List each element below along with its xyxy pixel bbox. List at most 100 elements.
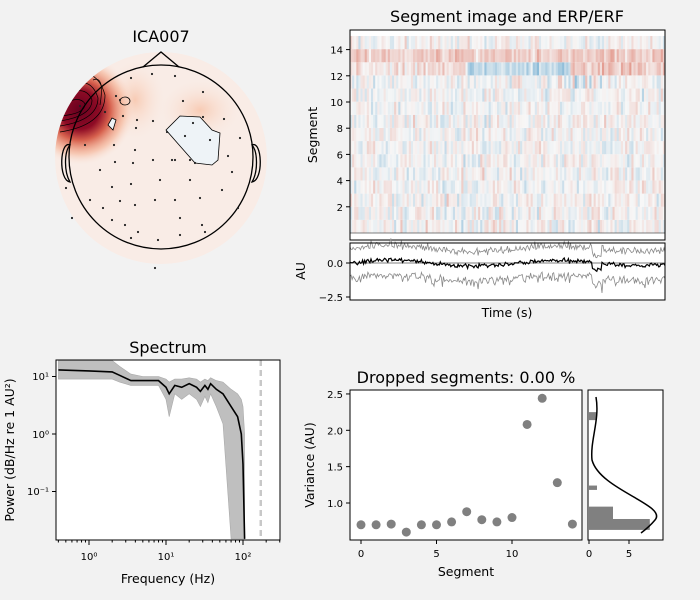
- image-cell: [427, 141, 431, 155]
- image-cell: [497, 141, 500, 155]
- image-cell: [465, 36, 468, 50]
- image-cell: [526, 219, 529, 233]
- image-cell: [425, 88, 428, 102]
- sensor-dot: [183, 134, 187, 138]
- image-cell: [602, 206, 605, 220]
- image-cell: [438, 219, 441, 233]
- image-cell: [494, 141, 498, 155]
- image-cell: [639, 141, 643, 155]
- image-cell: [444, 219, 447, 233]
- image-cell: [539, 206, 542, 220]
- image-cell: [587, 180, 590, 194]
- variance-ytick-label: 2.5: [327, 390, 343, 401]
- image-cell: [541, 141, 544, 155]
- image-cell: [436, 180, 439, 194]
- image-cell: [511, 75, 515, 89]
- image-cell: [551, 141, 554, 155]
- image-cell: [528, 206, 531, 220]
- image-cell: [604, 49, 607, 63]
- image-cell: [461, 206, 464, 220]
- image-cell: [614, 114, 617, 128]
- image-cell: [440, 127, 443, 142]
- spectrum-ytick: 10¹: [32, 372, 49, 383]
- image-cell: [591, 114, 594, 128]
- image-cell: [400, 193, 403, 207]
- image-cell: [499, 127, 502, 142]
- image-cell: [566, 193, 569, 207]
- image-cell: [360, 206, 363, 220]
- image-cell: [434, 49, 437, 63]
- image-cell: [402, 127, 405, 142]
- image-cell: [368, 141, 372, 155]
- image-cell: [381, 193, 384, 207]
- image-cell: [415, 180, 418, 194]
- image-cell: [608, 167, 611, 181]
- image-cell: [350, 206, 353, 220]
- image-cell: [513, 154, 517, 168]
- variance-xtick-label: 0: [358, 549, 364, 560]
- image-cell: [431, 101, 435, 115]
- image-cell: [511, 206, 515, 220]
- image-cell: [539, 219, 542, 233]
- image-cell: [610, 141, 613, 155]
- image-cell: [660, 180, 664, 194]
- image-cell: [438, 127, 441, 142]
- image-cell: [631, 62, 634, 76]
- image-cell: [389, 167, 393, 181]
- image-cell: [368, 88, 372, 102]
- image-cell: [536, 180, 540, 194]
- image-cell: [465, 141, 468, 155]
- image-cell: [465, 167, 468, 181]
- image-cell: [551, 193, 554, 207]
- image-cell: [629, 36, 632, 50]
- image-cell: [623, 88, 626, 102]
- image-cell: [658, 36, 662, 50]
- image-cell: [564, 88, 567, 102]
- image-cell: [417, 36, 420, 50]
- image-cell: [419, 36, 422, 50]
- image-cell: [539, 75, 542, 89]
- image-cell: [482, 114, 485, 128]
- image-cell: [494, 36, 498, 50]
- image-cell: [534, 62, 538, 76]
- image-cell: [547, 141, 550, 155]
- image-cell: [551, 114, 554, 128]
- image-cell: [560, 141, 563, 155]
- image-cell: [427, 49, 431, 63]
- image-cell: [396, 75, 399, 89]
- image-cell: [503, 36, 506, 50]
- image-cell: [522, 75, 525, 89]
- image-cell: [410, 127, 414, 142]
- image-cell: [627, 127, 630, 142]
- image-cell: [637, 167, 641, 181]
- image-cell: [389, 127, 393, 142]
- image-cell: [425, 75, 428, 89]
- image-cell: [564, 193, 567, 207]
- image-cell: [597, 193, 601, 207]
- image-cell: [482, 127, 485, 142]
- spectrum-xtick: 10¹: [158, 552, 175, 563]
- image-cell: [560, 206, 563, 220]
- sensor-dot: [151, 158, 155, 162]
- image-cell: [568, 141, 571, 155]
- image-cell: [480, 75, 483, 89]
- image-cell: [620, 49, 624, 63]
- topomap-panel: ICA007: [55, 27, 267, 270]
- image-cell: [362, 167, 365, 181]
- image-cell: [549, 88, 552, 102]
- image-cell: [595, 101, 599, 115]
- image-cell: [591, 62, 594, 76]
- image-cell: [366, 62, 370, 76]
- image-cell: [536, 154, 540, 168]
- image-cell: [570, 141, 573, 155]
- image-cell: [629, 141, 632, 155]
- image-cell: [515, 167, 519, 181]
- image-cell: [553, 114, 557, 128]
- image-cell: [486, 167, 489, 181]
- image-cell: [431, 49, 435, 63]
- image-cell: [543, 193, 546, 207]
- image-cell: [522, 114, 525, 128]
- image-cell: [572, 167, 575, 181]
- image-cell: [641, 75, 645, 89]
- image-cell: [652, 193, 655, 207]
